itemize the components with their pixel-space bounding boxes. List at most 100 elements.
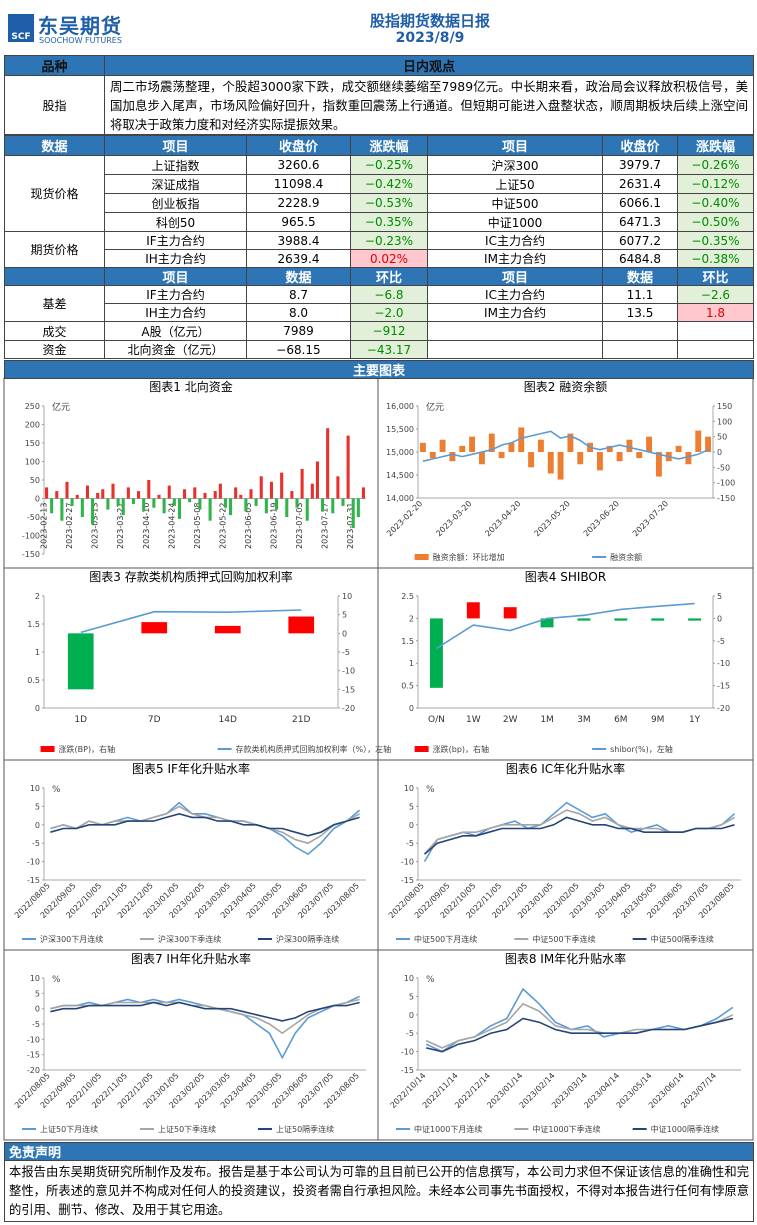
- x-tick-label: 2023/02/05: [542, 881, 581, 920]
- y2-tick-label: 5: [717, 592, 722, 601]
- y-tick-label: 1.5: [401, 637, 414, 646]
- unit-label: %: [52, 975, 61, 985]
- bar: [269, 481, 273, 499]
- y-tick-label: 15,000: [386, 448, 414, 457]
- table-cell: 深证成指: [104, 174, 247, 194]
- bar: [157, 494, 161, 499]
- bar: [665, 452, 672, 462]
- x-tick-label: 2022/08/05: [387, 881, 426, 920]
- bar: [45, 487, 49, 499]
- legend-label: 中证500下季连续: [532, 934, 595, 944]
- empty-cell: [427, 340, 603, 359]
- legend-marker: [414, 554, 429, 560]
- x-tick-label: 2023/08/05: [322, 1071, 361, 1110]
- y-tick-label: -10: [401, 858, 414, 867]
- bar: [213, 491, 217, 499]
- bar: [646, 436, 653, 452]
- bar: [478, 452, 485, 465]
- x-tick-label: 2023/01/05: [142, 1071, 181, 1110]
- x-tick-label: 2022/11/05: [90, 1071, 129, 1110]
- x-tick-label: 2023/05/05: [245, 881, 284, 920]
- table-cell: 上证50: [427, 174, 603, 194]
- x-tick-label: 2023/08/05: [697, 881, 736, 920]
- table-cell: −0.38%: [677, 249, 754, 268]
- report-title: 股指期货数据日报: [369, 12, 490, 30]
- legend-label: 沪深300下季连续: [158, 934, 221, 944]
- bar: [626, 439, 633, 452]
- x-tick-label: 2022/09/05: [39, 1071, 78, 1110]
- table-cell: 3979.7: [602, 155, 678, 175]
- y-tick-label: 200: [25, 421, 40, 430]
- chart-title: 图表1 北向资金: [149, 379, 232, 394]
- chart-panel: [377, 567, 754, 761]
- y-tick-label: -10: [27, 1035, 40, 1044]
- table-cell: −0.35%: [677, 231, 754, 250]
- table-cell: A股（亿元）: [104, 321, 247, 341]
- x-tick-label: 2022/10/14: [389, 1071, 428, 1110]
- view-text: 周二市场震荡整理，个股超3000家下跌，成交额继续萎缩至7989亿元。中长期来看…: [104, 75, 754, 135]
- header-cell: 环比: [677, 267, 754, 286]
- line-series: [423, 801, 736, 863]
- y-tick-label: 5: [35, 802, 40, 811]
- y-tick-label: 14,500: [386, 471, 414, 480]
- y-tick-label: -15: [27, 876, 40, 885]
- legend-label: 涨跌(bp)，右轴: [433, 744, 489, 754]
- y-tick-label: -15: [401, 1066, 414, 1075]
- bar: [60, 498, 64, 521]
- y-tick-label: 0: [409, 821, 414, 830]
- table-cell: −0.25%: [350, 155, 428, 175]
- line-series: [50, 805, 360, 845]
- chart-title: 图表5 IF年化升贴水率: [132, 761, 250, 776]
- y-tick-label: 0: [35, 821, 40, 830]
- table-cell: IH主力合约: [104, 249, 247, 268]
- bar: [116, 498, 120, 506]
- table-cell: 1.8: [677, 303, 754, 322]
- table-cell: −2.6: [677, 285, 754, 304]
- legend-label: 存款类机构质押式回购加权利率（%），左轴: [236, 744, 392, 754]
- y2-tick-label: 5: [342, 611, 347, 620]
- x-tick-label: 2023-05-20: [533, 499, 572, 538]
- x-tick-label: 2023-07-03: [295, 503, 304, 550]
- bar: [106, 498, 110, 510]
- bar: [147, 480, 151, 499]
- header-cell: 数据: [246, 267, 351, 286]
- x-tick-label: 2022/12/05: [490, 881, 529, 920]
- table-cell: 2639.4: [246, 249, 351, 268]
- y2-tick-label: 0: [717, 448, 722, 457]
- line-series: [435, 602, 695, 650]
- y-tick-label: -5: [32, 839, 40, 848]
- bar: [70, 498, 74, 506]
- bar: [188, 498, 192, 503]
- y-tick-label: 150: [25, 439, 40, 448]
- table-cell: −68.15: [246, 340, 351, 359]
- y-tick-label: 50: [30, 476, 40, 485]
- table-cell: 11098.4: [246, 174, 351, 194]
- bar: [469, 436, 476, 452]
- legend-label: 融资余额：环比增加: [433, 552, 505, 562]
- bar: [280, 472, 284, 499]
- x-tick-label: 2023/06/05: [270, 881, 309, 920]
- bar: [321, 498, 325, 512]
- bar: [121, 498, 125, 516]
- table-cell: 13.5: [602, 303, 678, 322]
- y-tick-label: 10: [30, 974, 40, 983]
- bar: [249, 489, 253, 499]
- bar: [439, 439, 446, 452]
- bar: [429, 618, 443, 688]
- x-tick-label: 2023/03/14: [550, 1071, 589, 1110]
- x-tick-label: 2023/05/05: [619, 881, 658, 920]
- x-tick-label: 2023/04/14: [582, 1071, 621, 1110]
- bar: [50, 498, 54, 514]
- x-tick-label: 7D: [148, 715, 161, 725]
- y-tick-label: 10: [404, 974, 414, 983]
- bar: [614, 618, 628, 621]
- x-tick-label: 2023-02-27: [65, 503, 74, 550]
- bar: [449, 452, 456, 462]
- bar: [596, 452, 603, 471]
- unit-label: 亿元: [426, 401, 444, 413]
- empty-cell: [427, 321, 603, 341]
- table-cell: 6484.8: [602, 249, 678, 268]
- y-tick-label: 10: [30, 784, 40, 793]
- y2-tick-label: -5: [717, 637, 725, 646]
- x-tick-label: 2023/07/05: [296, 881, 335, 920]
